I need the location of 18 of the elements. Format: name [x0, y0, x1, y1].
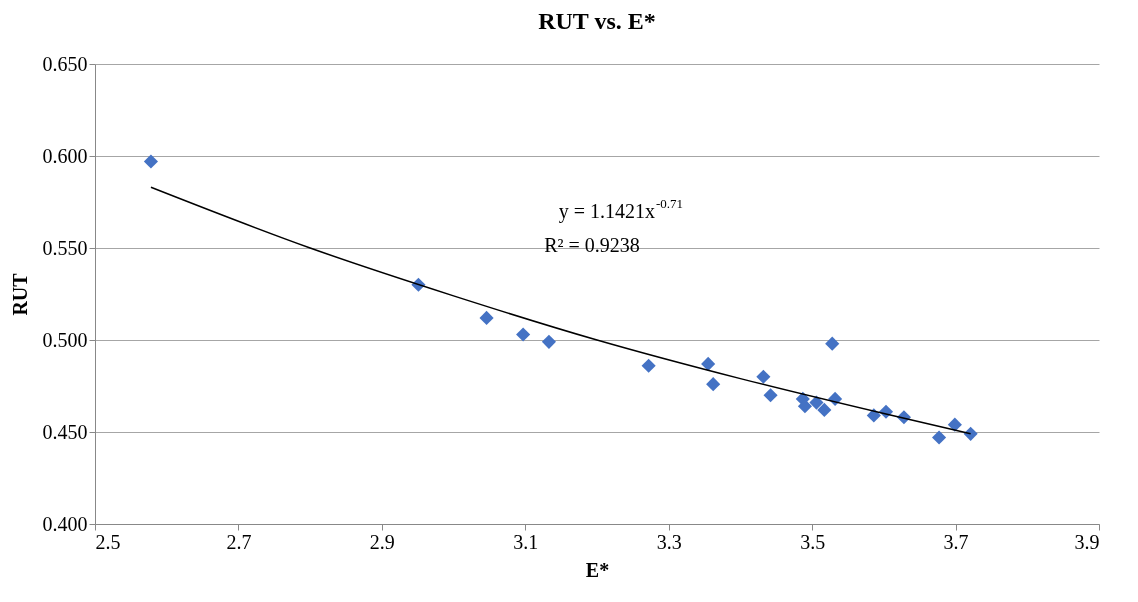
y-tick-label: 0.650 — [42, 52, 88, 75]
y-tick-label: 0.550 — [42, 236, 88, 259]
y-tick-label: 0.450 — [42, 420, 88, 443]
x-tick-label: 3.9 — [1074, 530, 1100, 553]
x-tick-label: 2.7 — [226, 530, 252, 553]
annotation: R² = 0.9238 — [544, 234, 640, 256]
x-tick-label: 2.9 — [369, 530, 395, 553]
y-tick-label: 0.600 — [42, 144, 88, 167]
chart-title: RUT vs. E* — [538, 8, 656, 34]
x-tick-label: 3.7 — [943, 530, 969, 553]
x-tick-label: 3.1 — [513, 530, 539, 553]
x-tick-label: 3.3 — [656, 530, 682, 553]
x-axis-title: E* — [585, 558, 610, 581]
x-tick-label: 3.5 — [800, 530, 826, 553]
y-axis-title: RUT — [8, 272, 31, 316]
x-tick-label: 2.5 — [95, 530, 121, 553]
y-tick-label: 0.400 — [42, 512, 88, 535]
y-tick-label: 0.500 — [42, 328, 88, 351]
